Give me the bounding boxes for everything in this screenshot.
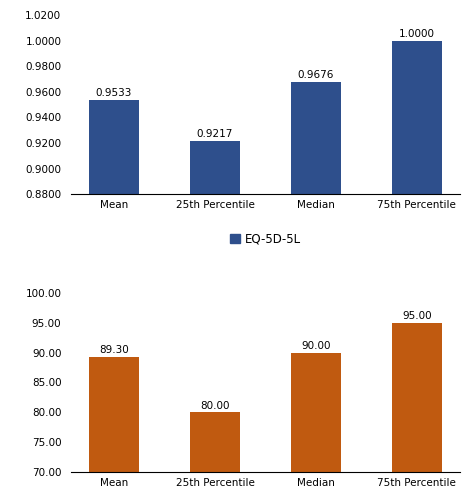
Bar xyxy=(89,357,139,497)
Text: 0.9217: 0.9217 xyxy=(197,129,233,139)
Text: 89.30: 89.30 xyxy=(99,345,129,355)
Bar xyxy=(190,413,240,497)
Bar xyxy=(89,100,139,497)
Bar xyxy=(392,41,442,497)
Legend: EQ-5D-5L: EQ-5D-5L xyxy=(230,233,301,246)
Text: 95.00: 95.00 xyxy=(402,311,432,321)
Text: 80.00: 80.00 xyxy=(200,401,230,411)
Bar xyxy=(392,323,442,497)
Bar xyxy=(291,82,341,497)
Bar xyxy=(291,352,341,497)
Text: 0.9533: 0.9533 xyxy=(96,88,132,98)
Text: 1.0000: 1.0000 xyxy=(399,29,435,39)
Bar xyxy=(190,141,240,497)
Text: 0.9676: 0.9676 xyxy=(298,70,334,80)
Text: 90.00: 90.00 xyxy=(301,341,331,351)
